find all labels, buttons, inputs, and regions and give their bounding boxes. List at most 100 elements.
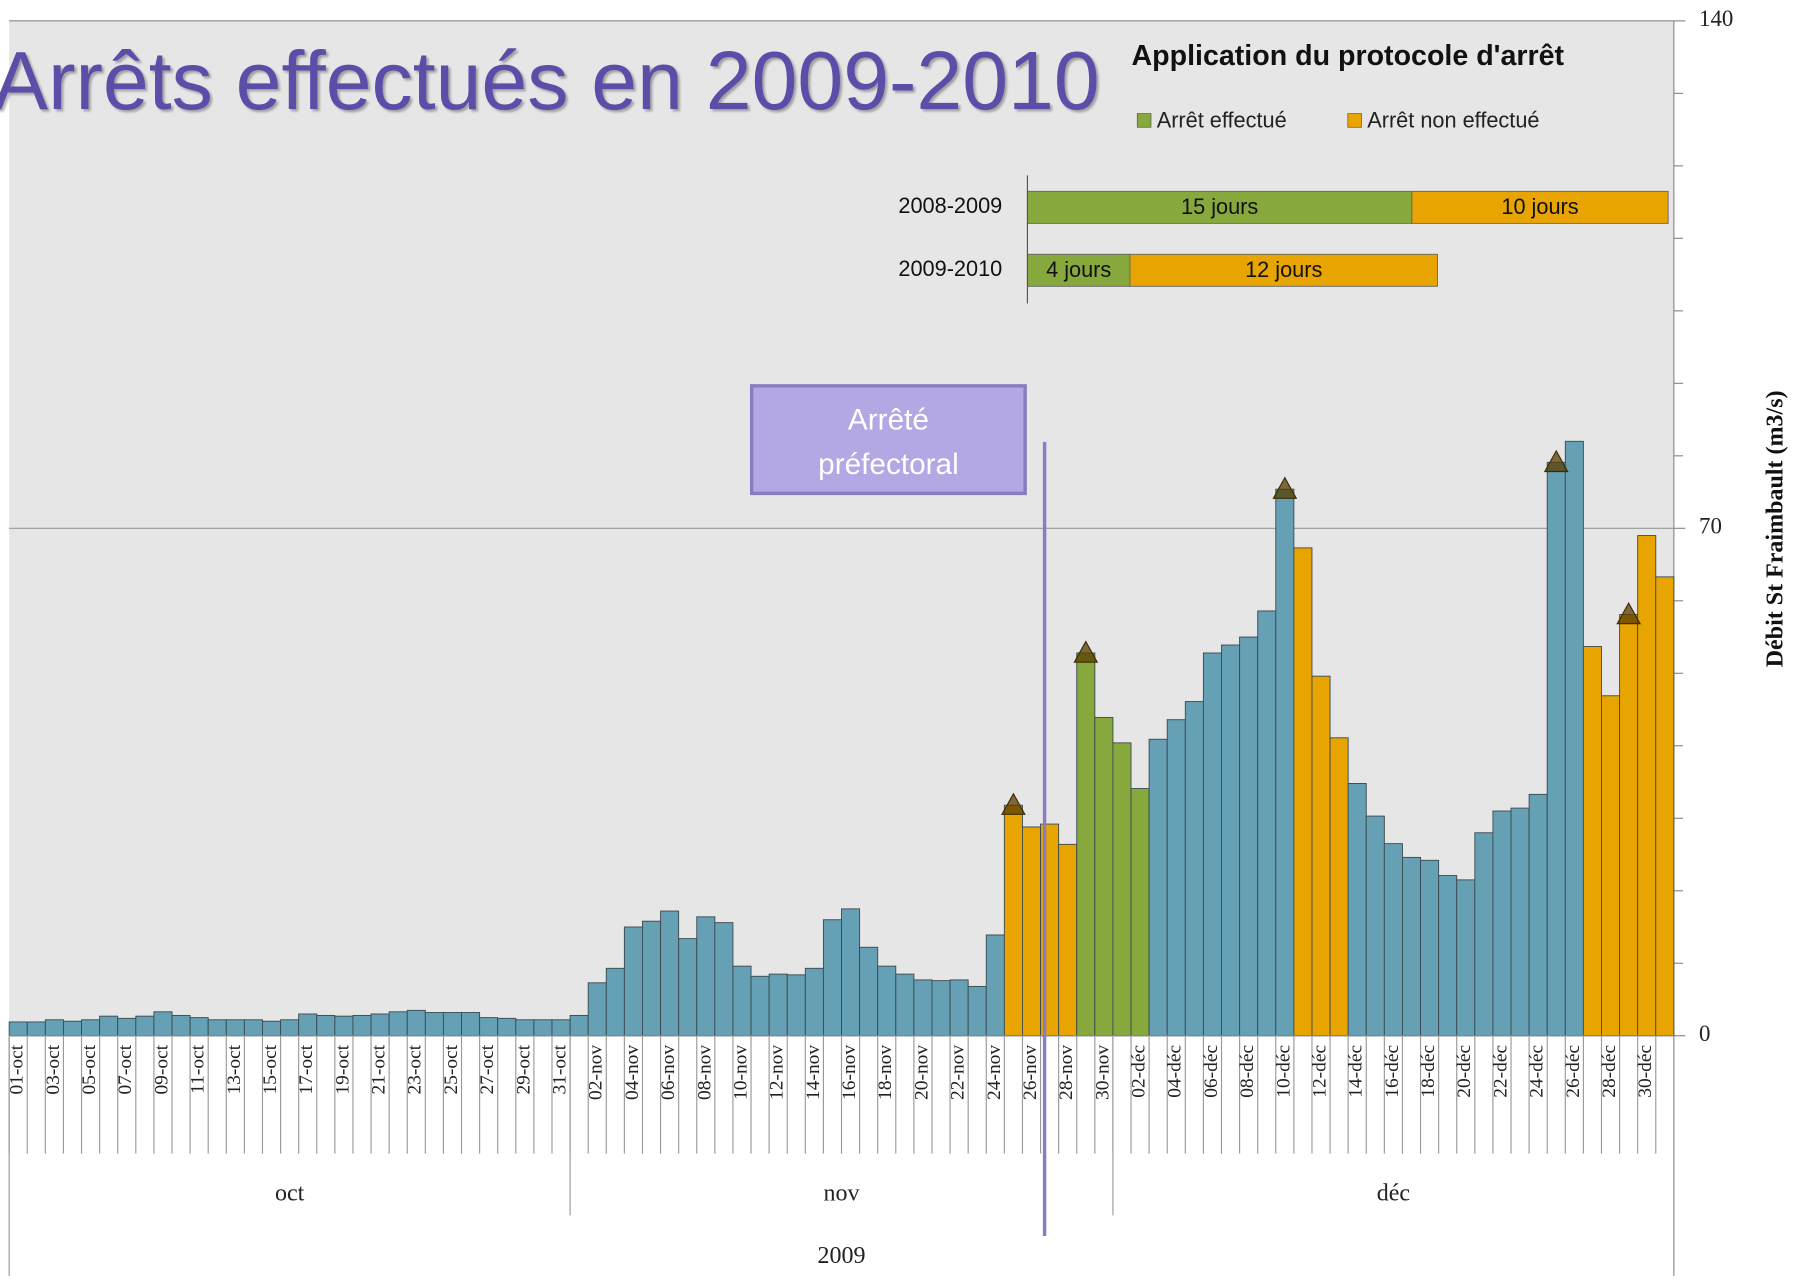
- bar: [1438, 875, 1458, 1037]
- x-tick-label: 29-oct: [513, 1044, 534, 1094]
- bar: [1564, 440, 1584, 1037]
- x-tick-label: 12-déc: [1309, 1045, 1330, 1098]
- bar: [1021, 826, 1042, 1037]
- inset-bar: [1026, 190, 1413, 224]
- bar: [442, 1012, 462, 1037]
- bar: [696, 916, 716, 1037]
- x-tick-label: 06-nov: [658, 1045, 679, 1100]
- annotation-text: Arrêté préfectoral: [818, 401, 959, 481]
- x-tick-label: 20-nov: [911, 1045, 932, 1100]
- bar: [1148, 738, 1168, 1037]
- x-tick-label: 15-oct: [260, 1044, 281, 1094]
- x-tick-label: 31-oct: [550, 1044, 571, 1094]
- bar: [1112, 742, 1132, 1037]
- legend-label: Arrêt non effectué: [1367, 107, 1539, 132]
- x-tick-label: 16-nov: [839, 1045, 860, 1100]
- bar: [1510, 807, 1530, 1037]
- bar: [1329, 737, 1349, 1037]
- bar: [678, 938, 698, 1037]
- inset-chart: Application du protocole d'arrêt Arrêt ef…: [898, 40, 1669, 304]
- bar: [479, 1017, 499, 1037]
- x-tick-label: 23-oct: [405, 1044, 426, 1094]
- inset-title: Application du protocole d'arrêt: [1132, 40, 1565, 72]
- x-tick-label: 19-oct: [332, 1044, 353, 1094]
- bar: [334, 1015, 354, 1037]
- bar: [424, 1012, 444, 1037]
- x-tick-label: 14-déc: [1346, 1045, 1367, 1098]
- bar: [1347, 783, 1367, 1037]
- x-tick-label: 08-nov: [694, 1045, 715, 1100]
- x-group-label: déc: [1377, 1180, 1410, 1206]
- triangle-marker: [1000, 792, 1026, 815]
- bar: [931, 980, 951, 1037]
- inset-value-label: 4 jours: [1046, 257, 1111, 282]
- bar: [1546, 461, 1566, 1037]
- bar: [1130, 788, 1150, 1037]
- inset-value-label: 12 jours: [1245, 257, 1322, 282]
- bar: [62, 1020, 82, 1037]
- x-tick-label: 09-oct: [151, 1044, 172, 1094]
- bar: [298, 1013, 318, 1037]
- bar: [1239, 636, 1259, 1037]
- bar: [967, 985, 987, 1037]
- x-tick-label: 03-oct: [43, 1044, 64, 1094]
- x-tick-label: 17-oct: [296, 1044, 317, 1094]
- bar: [370, 1013, 390, 1037]
- bar: [859, 946, 879, 1037]
- bar: [207, 1019, 227, 1037]
- x-tick-label: 11-oct: [188, 1044, 209, 1094]
- slide-title: Arrêts effectués en 2009-2010: [0, 35, 1100, 127]
- y-tick-label: 70: [1699, 514, 1722, 539]
- bar: [8, 1021, 28, 1037]
- x-tick-label: 16-déc: [1382, 1045, 1403, 1098]
- bar: [81, 1019, 101, 1037]
- x-tick-label: 24-déc: [1527, 1045, 1548, 1098]
- bar: [99, 1015, 119, 1037]
- x-tick-label: 26-nov: [1020, 1045, 1041, 1100]
- bar: [497, 1017, 517, 1037]
- triangle-marker: [1073, 640, 1099, 663]
- x-tick-label: 18-déc: [1418, 1045, 1439, 1098]
- bar: [153, 1011, 173, 1037]
- bar: [642, 920, 662, 1037]
- bar: [461, 1012, 481, 1037]
- bar: [1528, 793, 1548, 1037]
- x-tick-label: 18-nov: [875, 1045, 896, 1100]
- legend-swatch: [1347, 113, 1362, 128]
- bar: [1619, 614, 1639, 1037]
- bar: [1420, 859, 1440, 1037]
- bar: [1601, 695, 1621, 1037]
- bar: [316, 1014, 336, 1037]
- bar: [1311, 675, 1331, 1037]
- bar: [822, 919, 842, 1037]
- bar: [262, 1020, 282, 1037]
- bar: [1058, 843, 1078, 1037]
- bar: [750, 975, 770, 1037]
- x-tick-label: 02-nov: [586, 1045, 607, 1100]
- bar: [225, 1019, 245, 1037]
- x-tick-label: 21-oct: [369, 1044, 390, 1094]
- x-group-label: nov: [823, 1180, 860, 1206]
- annotation-box: [749, 384, 1027, 496]
- bar: [515, 1019, 535, 1037]
- x-tick-label: 30-déc: [1635, 1045, 1656, 1098]
- bar: [1076, 652, 1096, 1037]
- bar: [877, 965, 897, 1037]
- inset-value-label: 10 jours: [1501, 194, 1578, 219]
- x-tick-label: 27-oct: [477, 1044, 498, 1094]
- x-tick-label: 12-nov: [767, 1045, 788, 1100]
- bar: [1184, 701, 1204, 1037]
- bar: [1293, 547, 1313, 1037]
- bar: [1383, 843, 1403, 1037]
- bar: [587, 982, 607, 1037]
- triangle-marker: [1272, 476, 1298, 499]
- inset-bar: [1411, 190, 1669, 224]
- bar: [732, 965, 752, 1037]
- bar: [1221, 644, 1241, 1037]
- inset-category-label: 2008-2009: [898, 193, 1002, 218]
- bar: [949, 979, 969, 1037]
- bar: [189, 1017, 209, 1037]
- inset-bar: [1026, 253, 1131, 287]
- triangle-marker: [1616, 601, 1642, 625]
- bar: [551, 1019, 571, 1037]
